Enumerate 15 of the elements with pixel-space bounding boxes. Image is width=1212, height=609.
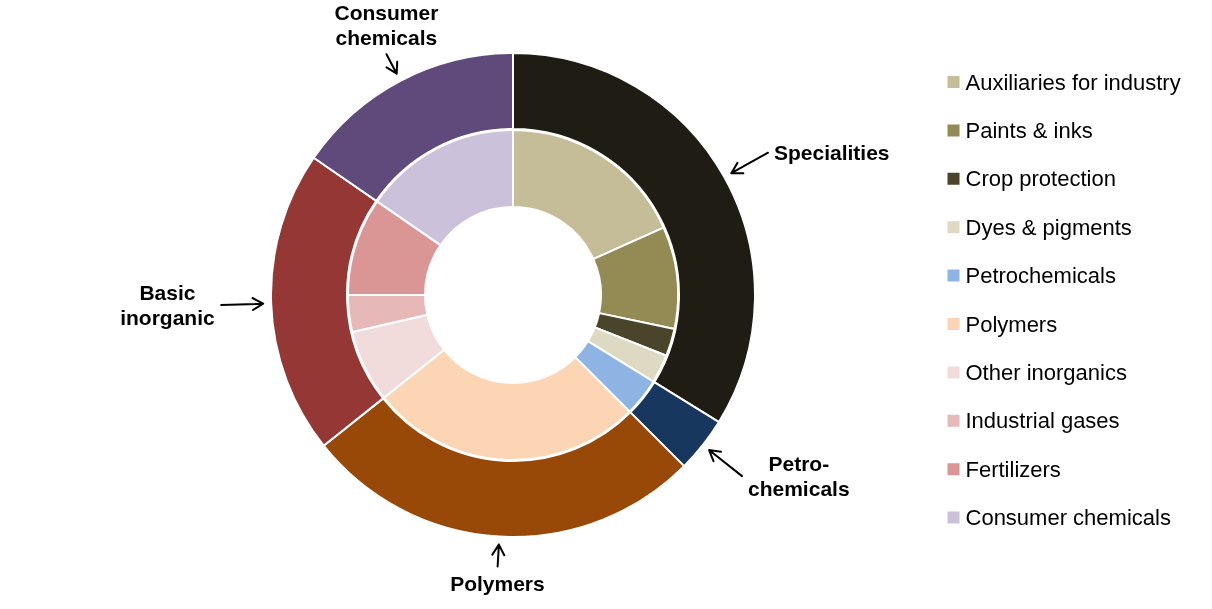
slice-label: Consumer chemicals xyxy=(334,0,439,51)
legend-label: Dyes & pigments xyxy=(965,214,1132,240)
legend-label: Petrochemicals xyxy=(965,263,1116,289)
legend-label: Crop protection xyxy=(965,166,1116,192)
slice-label: Basic inorganic xyxy=(120,280,215,331)
legend-label: Fertilizers xyxy=(965,456,1061,482)
legend-label: Auxiliaries for industry xyxy=(965,69,1181,95)
legend-label: Industrial gases xyxy=(965,408,1120,434)
slice-label: Specialities xyxy=(773,140,890,166)
slice-label: Polymers xyxy=(450,570,545,596)
legend-label: Consumer chemicals xyxy=(965,505,1171,531)
legend-label: Other inorganics xyxy=(965,359,1127,385)
slice-label: Petro-chemicals xyxy=(748,451,850,502)
legend-label: Polymers xyxy=(965,311,1058,337)
legend-label: Paints & inks xyxy=(965,117,1093,143)
